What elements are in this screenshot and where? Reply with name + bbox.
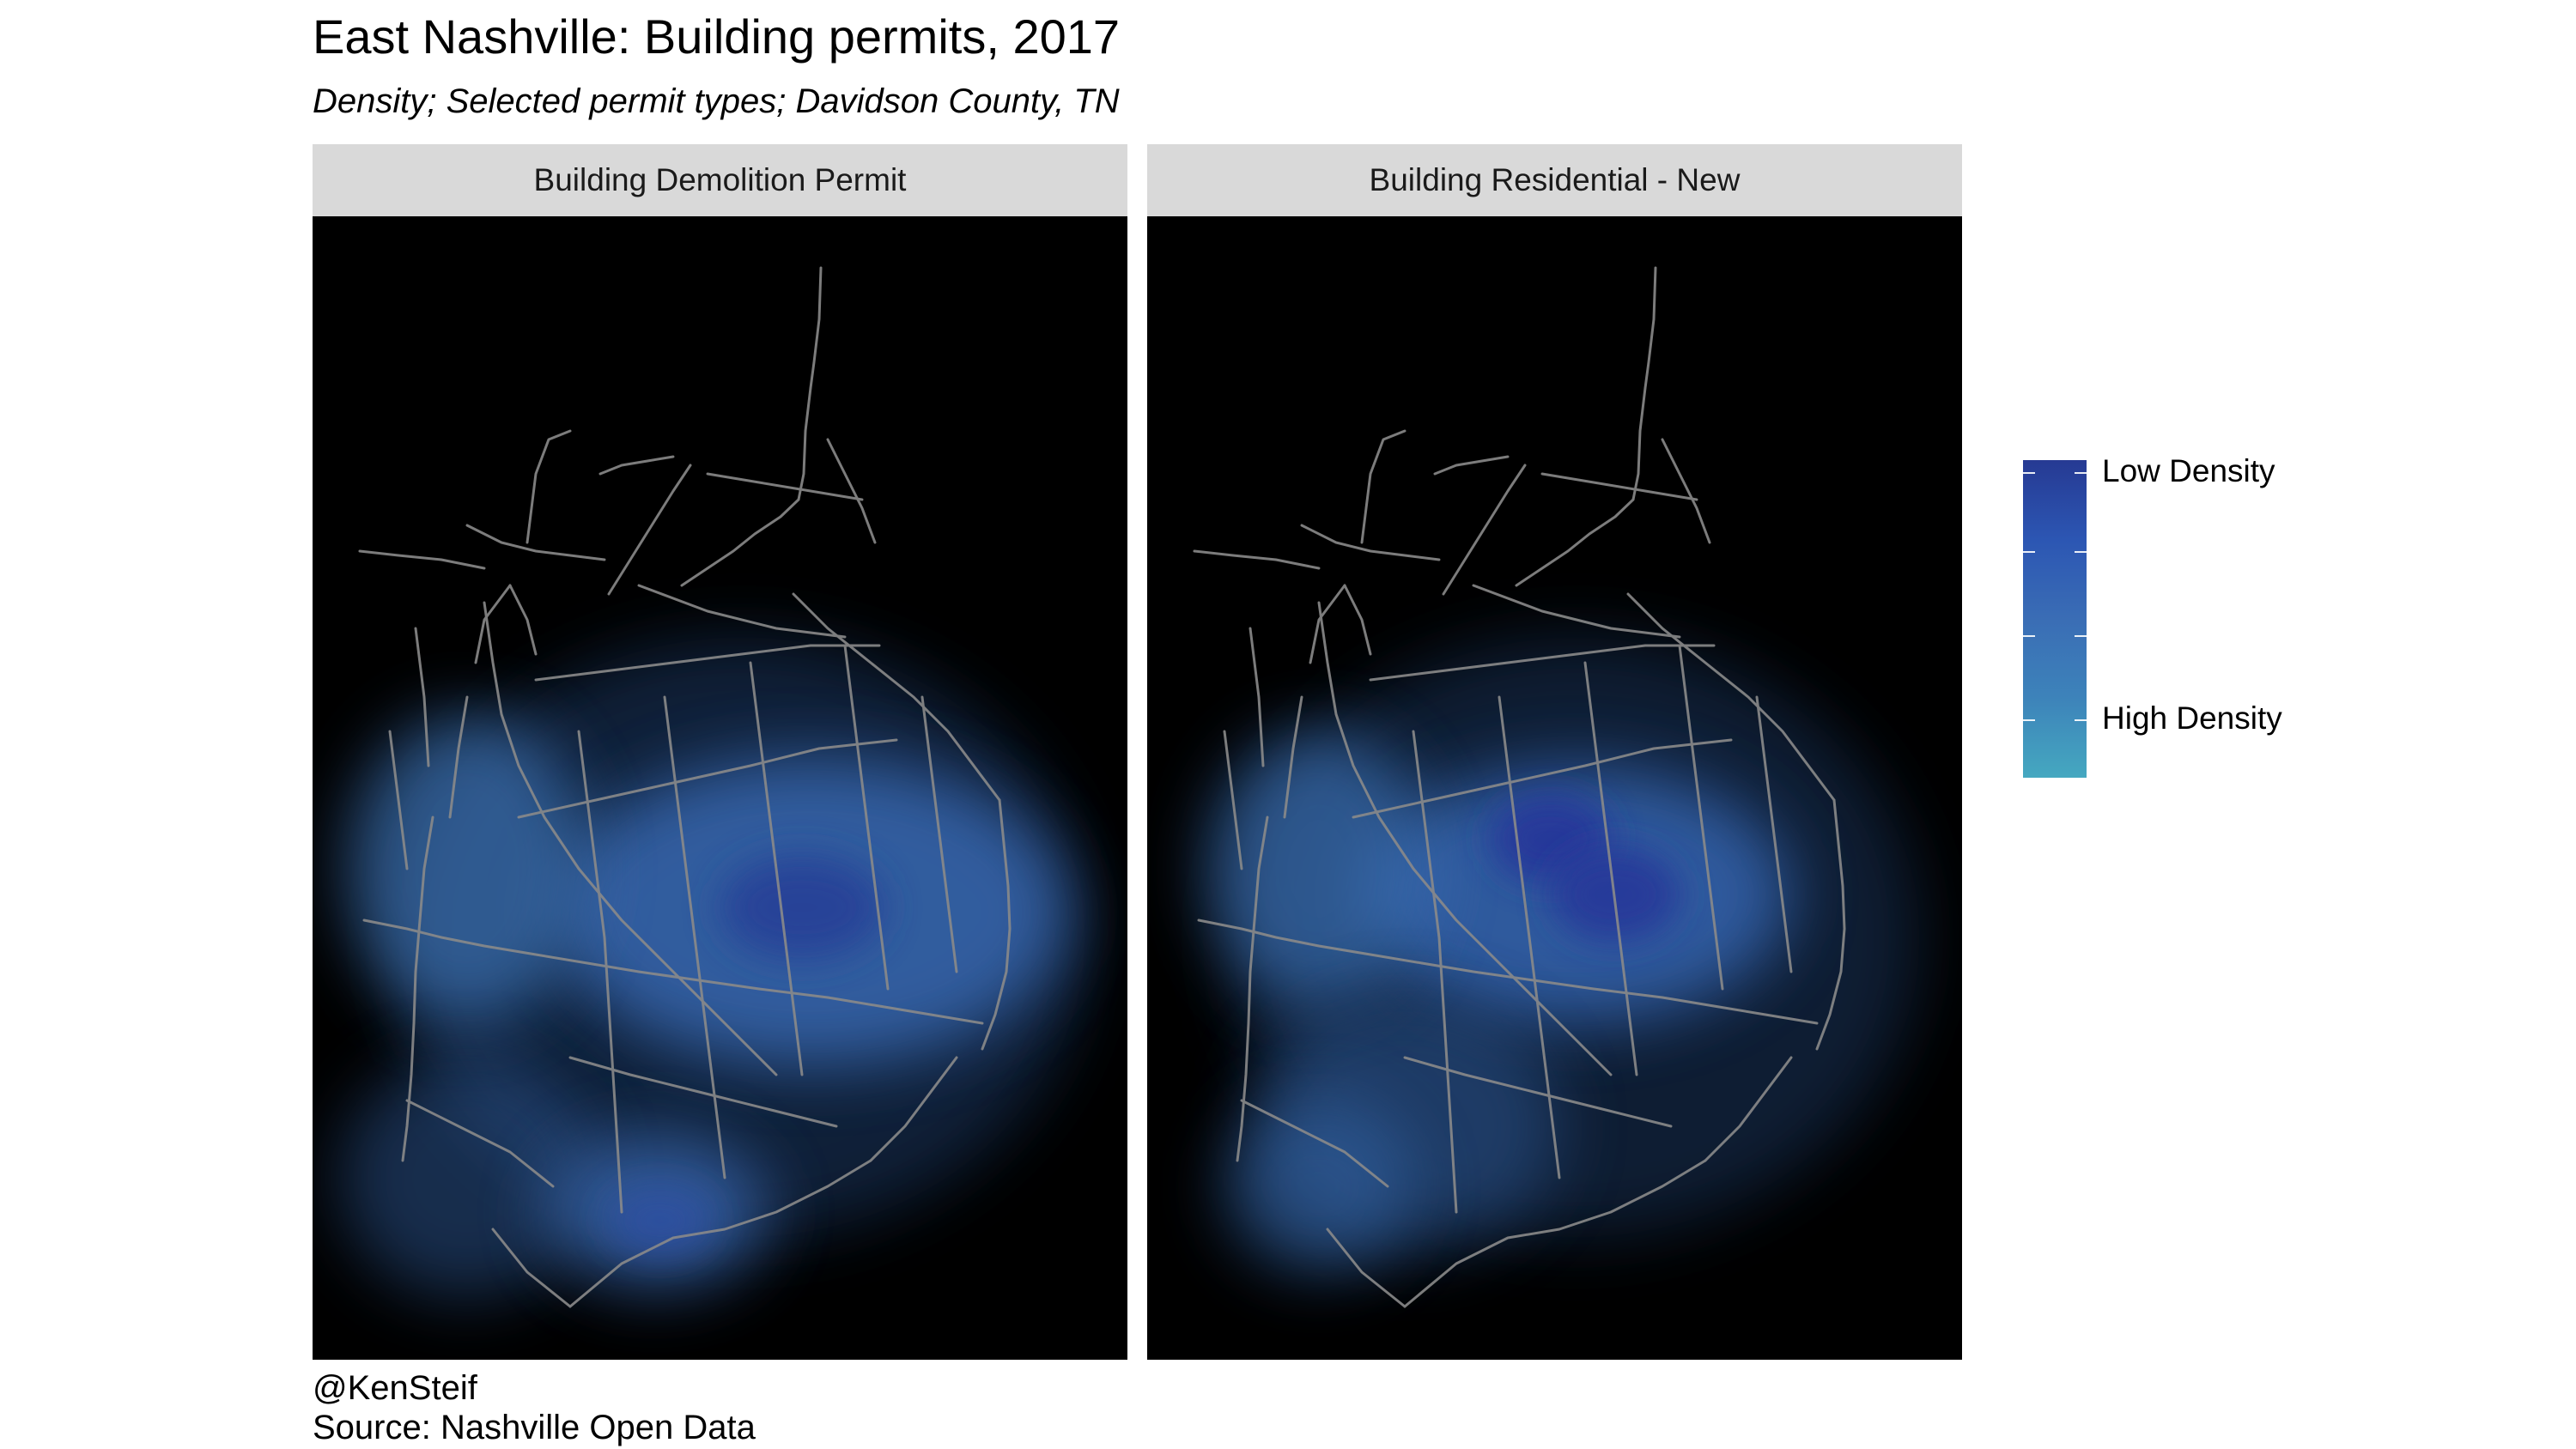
legend-tick xyxy=(2075,472,2087,474)
street-network xyxy=(358,266,1012,1308)
density-peak xyxy=(720,856,884,959)
density-blob xyxy=(1224,1100,1413,1272)
density-blob xyxy=(1207,731,1431,1006)
legend-tick xyxy=(2075,551,2087,553)
legend-label-bottom: High Density xyxy=(2102,700,2282,736)
legend-tick xyxy=(2023,719,2035,721)
facet-strip-label: Building Demolition Permit xyxy=(313,144,1127,216)
chart-title: East Nashville: Building permits, 2017 xyxy=(313,9,1121,64)
legend-label-top: Low Density xyxy=(2102,453,2275,488)
density-map xyxy=(338,266,1085,1308)
legend-color-bar xyxy=(2023,460,2087,778)
density-layer xyxy=(1207,637,1920,1272)
caption-author: @KenSteif xyxy=(313,1369,477,1407)
map-canvas xyxy=(1147,216,1962,1360)
density-blob xyxy=(338,1058,596,1298)
density-map xyxy=(1193,266,1920,1308)
caption-source: Source: Nashville Open Data xyxy=(313,1409,756,1446)
facet-panel-residential-new: Building Residential - New xyxy=(1147,144,1962,1360)
legend-tick xyxy=(2075,635,2087,637)
map-canvas xyxy=(313,216,1127,1360)
density-blob xyxy=(347,714,587,1023)
chart-subtitle: Density; Selected permit types; Davidson… xyxy=(313,82,1120,120)
legend-tick xyxy=(2023,635,2035,637)
legend-tick xyxy=(2023,472,2035,474)
legend-tick xyxy=(2075,719,2087,721)
density-legend: Low Density High Density xyxy=(2023,453,2366,786)
chart-caption: @KenSteif Source: Nashville Open Data xyxy=(313,1368,756,1447)
density-layer xyxy=(338,637,1085,1298)
street-network xyxy=(1193,266,1846,1308)
legend-tick xyxy=(2023,551,2035,553)
facet-strip-label: Building Residential - New xyxy=(1147,144,1962,216)
facet-panel-demolition: Building Demolition Permit xyxy=(313,144,1127,1360)
